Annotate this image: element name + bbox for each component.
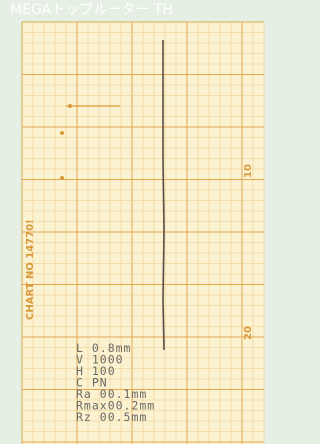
scale-label: 20 [243,326,254,340]
mark [60,131,64,135]
chart-number: CHART NO 14770! [25,219,36,320]
chart-paper-photo: MEGAトップルーター TH CHART NO 14770! 10 20 L 0… [0,0,270,444]
scale-label: 10 [243,164,254,178]
mark [60,176,64,180]
header-title: MEGAトップルーター TH [10,2,173,18]
page: MEGAトップルーター TH CHART NO 14770! 10 20 L 0… [0,0,270,444]
reading: Rz 00.5mm [76,410,147,424]
